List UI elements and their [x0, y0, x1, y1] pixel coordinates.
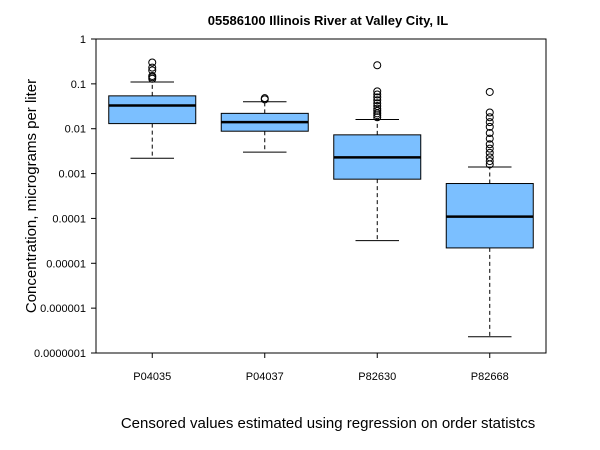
box-P04037 — [220, 94, 309, 153]
outlier-point — [373, 90, 382, 99]
x-axis: P04035 P04037 P82630 P82668 — [133, 353, 509, 383]
y-tick-label: 0.0001 — [52, 213, 86, 225]
outlier-point — [148, 66, 157, 75]
outlier-point — [485, 148, 494, 157]
chart-title: 05586100 Illinois River at Valley City, … — [208, 13, 448, 28]
outlier-point — [373, 102, 382, 111]
outlier-point — [485, 140, 494, 149]
y-tick-label: 0.1 — [71, 79, 86, 91]
outlier-point — [485, 157, 494, 166]
y-tick-label: 0.00001 — [46, 258, 86, 270]
outlier-point — [373, 87, 382, 96]
outlier-point — [373, 106, 382, 115]
y-tick-label: 0.000001 — [40, 303, 86, 315]
iqr-box — [108, 95, 197, 125]
outlier-point — [485, 113, 494, 122]
outlier-point — [373, 61, 382, 70]
outlier-point — [373, 93, 382, 102]
outlier-point — [485, 129, 494, 138]
box-P82630 — [333, 61, 422, 242]
y-axis: 1 0.1 0.01 0.001 0.0001 0.00001 0.000001 0.0000… — [34, 34, 96, 360]
outlier-point — [148, 63, 157, 72]
boxes — [108, 58, 534, 338]
x-tick-label: P82630 — [358, 371, 396, 383]
outlier-point — [260, 94, 269, 103]
y-tick-label: 1 — [80, 34, 86, 46]
x-tick-label: P04035 — [133, 371, 171, 383]
outlier-point — [148, 58, 157, 67]
box-P04035 — [108, 58, 197, 159]
outlier-point — [485, 87, 494, 96]
outlier-point — [485, 144, 494, 153]
y-tick-label: 0.01 — [65, 124, 86, 136]
x-tick-label: P82668 — [471, 371, 509, 383]
y-tick-label: 0.001 — [58, 169, 86, 181]
outlier-point — [485, 108, 494, 117]
outlier-point — [373, 104, 382, 113]
y-tick-label: 0.0000001 — [34, 348, 86, 360]
outlier-point — [485, 118, 494, 127]
plot-frame — [95, 38, 547, 354]
outlier-point — [485, 153, 494, 162]
outlier-point — [373, 99, 382, 108]
box-P82668 — [445, 87, 534, 338]
outlier-point — [148, 71, 157, 80]
chart-caption: Censored values estimated using regressi… — [121, 415, 535, 432]
outlier-point — [373, 96, 382, 105]
x-tick-label: P04037 — [246, 371, 284, 383]
outlier-point — [485, 134, 494, 143]
outlier-point — [485, 122, 494, 131]
outlier-point — [373, 113, 382, 122]
y-axis-label: Concentration, micrograms per liter — [23, 79, 40, 313]
